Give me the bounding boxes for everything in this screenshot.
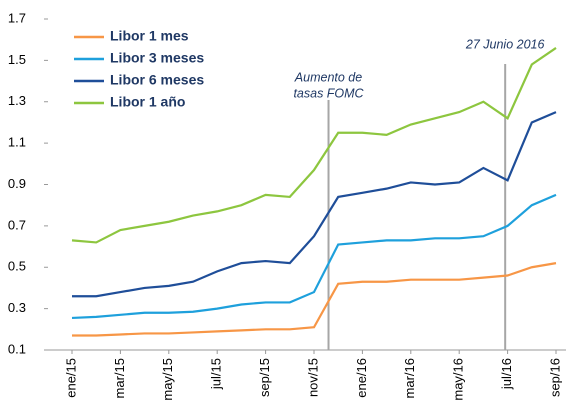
series-line bbox=[72, 262, 557, 337]
x-tick-label: mar/15 bbox=[112, 358, 127, 398]
x-tick-label: may/16 bbox=[451, 358, 466, 401]
legend-label: Libor 3 meses bbox=[110, 50, 204, 66]
legend-label: Libor 1 año bbox=[110, 94, 185, 110]
series-line bbox=[72, 111, 557, 298]
series-line bbox=[71, 47, 557, 244]
x-tick-label: sep/16 bbox=[547, 358, 562, 397]
annotation: Aumento de bbox=[294, 70, 362, 84]
y-tick-label: 0.1 bbox=[8, 341, 26, 356]
x-tick-label: ene/15 bbox=[63, 358, 78, 398]
x-tick-label: ene/16 bbox=[354, 358, 369, 398]
x-tick-label: may/15 bbox=[160, 358, 175, 401]
x-tick-label: mar/16 bbox=[402, 358, 417, 398]
annotation: tasas FOMC bbox=[293, 86, 364, 100]
y-tick-label: 0.3 bbox=[8, 300, 26, 315]
y-tick-label: 1.3 bbox=[8, 93, 26, 108]
y-tick-label: 1.7 bbox=[8, 10, 26, 25]
x-tick-label: sep/15 bbox=[257, 358, 272, 397]
legend-label: Libor 6 meses bbox=[110, 72, 204, 88]
y-tick-label: 1.1 bbox=[8, 135, 26, 150]
y-tick-label: 0.5 bbox=[8, 259, 26, 274]
annotation: 27 Junio 2016 bbox=[465, 37, 545, 51]
x-tick-label: jul/15 bbox=[209, 358, 224, 390]
x-tick-label: nov/15 bbox=[305, 358, 320, 397]
legend-label: Libor 1 mes bbox=[110, 28, 189, 44]
y-tick-label: 1.5 bbox=[8, 52, 26, 67]
x-tick-label: jul/16 bbox=[499, 358, 514, 390]
y-tick-label: 0.7 bbox=[8, 217, 26, 232]
series-line bbox=[71, 193, 557, 320]
y-tick-label: 0.9 bbox=[8, 176, 26, 191]
